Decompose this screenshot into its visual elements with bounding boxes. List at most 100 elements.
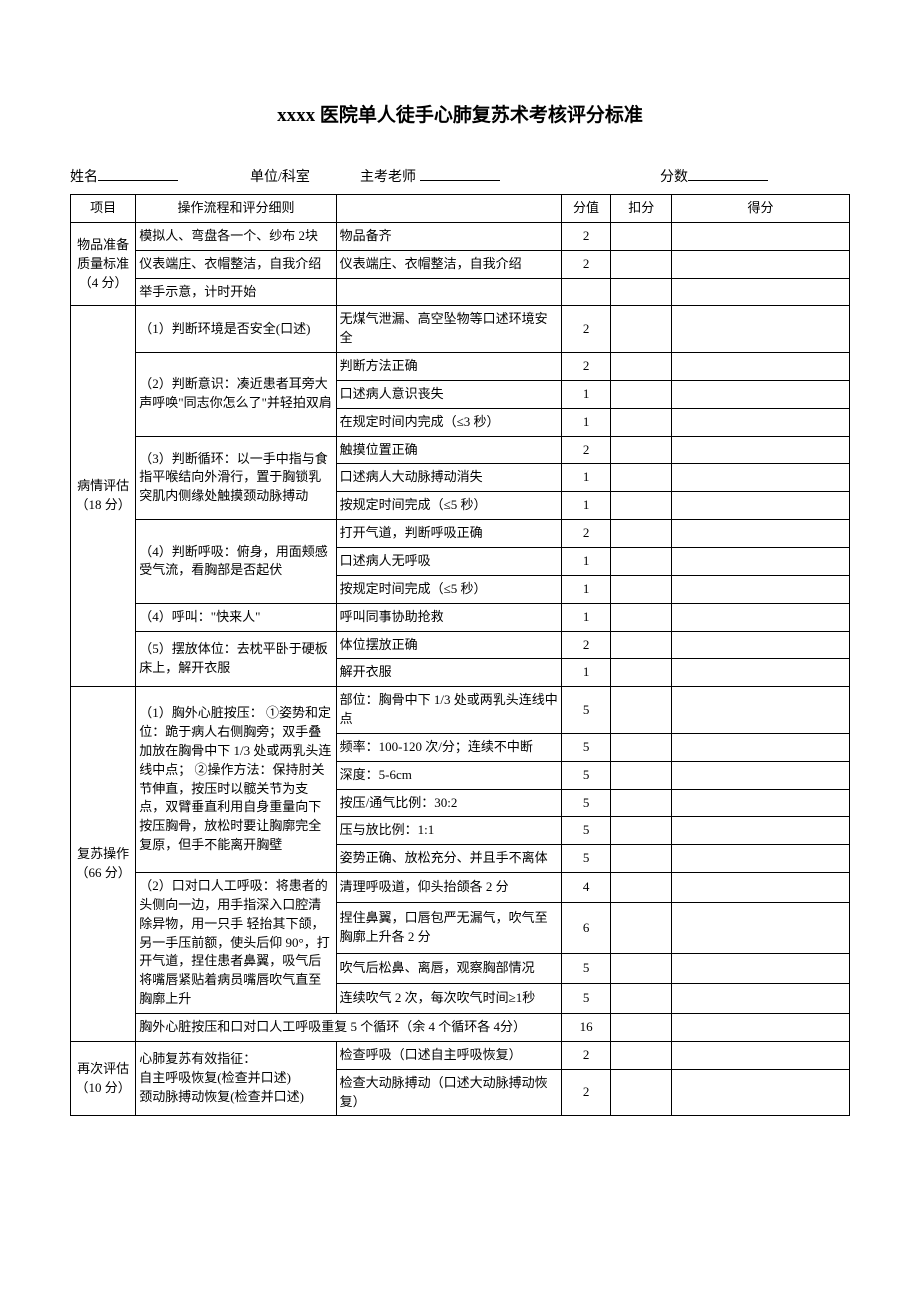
score-cell: 2 <box>561 1069 611 1116</box>
flow-cell: （4）判断呼吸：俯身，用面颊感受气流，看胸部是否起伏 <box>136 520 336 604</box>
detail-cell: 按压/通气比例：30:2 <box>336 789 561 817</box>
actual-cell <box>672 817 850 845</box>
actual-cell <box>672 436 850 464</box>
deduct-cell <box>611 436 672 464</box>
actual-cell <box>672 380 850 408</box>
actual-cell <box>672 575 850 603</box>
deduct-cell <box>611 492 672 520</box>
section-name: 再次评估（10 分） <box>71 1041 136 1116</box>
header-score: 分值 <box>561 195 611 223</box>
score-cell: 1 <box>561 464 611 492</box>
deduct-cell <box>611 631 672 659</box>
flow-cell: （4）呼叫："快来人" <box>136 603 336 631</box>
flow-cell: 胸外心脏按压和口对口人工呼吸重复 5 个循环（余 4 个循环各 4分） <box>136 1014 562 1042</box>
deduct-cell <box>611 222 672 250</box>
actual-cell <box>672 408 850 436</box>
detail-cell: 深度：5-6cm <box>336 761 561 789</box>
examiner-blank <box>420 165 500 181</box>
actual-cell <box>672 222 850 250</box>
actual-cell <box>672 250 850 278</box>
deduct-cell <box>611 408 672 436</box>
section-name: 病情评估（18 分） <box>71 306 136 687</box>
detail-cell: 体位摆放正确 <box>336 631 561 659</box>
detail-cell: 口述病人无呼吸 <box>336 547 561 575</box>
score-cell: 2 <box>561 1041 611 1069</box>
detail-cell: 吹气后松鼻、离唇，观察胸部情况 <box>336 953 561 983</box>
score-cell: 2 <box>561 631 611 659</box>
score-cell: 2 <box>561 306 611 353</box>
flow-cell: 心肺复苏有效指征： 自主呼吸恢复(检查并口述) 颈动脉搏动恢复(检查并口述) <box>136 1041 336 1116</box>
actual-cell <box>672 631 850 659</box>
name-blank <box>98 165 178 181</box>
score-cell: 1 <box>561 547 611 575</box>
deduct-cell <box>611 464 672 492</box>
deduct-cell <box>611 983 672 1013</box>
actual-cell <box>672 520 850 548</box>
detail-cell: 解开衣服 <box>336 659 561 687</box>
actual-cell <box>672 1041 850 1069</box>
flow-cell: 举手示意，计时开始 <box>136 278 336 306</box>
score-cell: 1 <box>561 575 611 603</box>
actual-cell <box>672 659 850 687</box>
score-cell: 1 <box>561 492 611 520</box>
deduct-cell <box>611 1069 672 1116</box>
unit-label: 单位/科室 <box>250 166 310 186</box>
deduct-cell <box>611 547 672 575</box>
detail-cell: 姿势正确、放松充分、并且手不离体 <box>336 845 561 873</box>
score-cell <box>561 278 611 306</box>
deduct-cell <box>611 817 672 845</box>
detail-cell: 检查大动脉搏动（口述大动脉搏动恢复） <box>336 1069 561 1116</box>
actual-cell <box>672 278 850 306</box>
form-header: 姓名 单位/科室 主考老师 分数 <box>70 155 850 186</box>
flow-cell: （1）胸外心脏按压： ①姿势和定位：跪于病人右侧胸旁；双手叠加放在胸骨中下 1/… <box>136 687 336 873</box>
detail-cell: 清理呼吸道，仰头抬颌各 2 分 <box>336 873 561 903</box>
deduct-cell <box>611 353 672 381</box>
deduct-cell <box>611 903 672 954</box>
actual-cell <box>672 547 850 575</box>
detail-cell: 口述病人意识丧失 <box>336 380 561 408</box>
table-row: 胸外心脏按压和口对口人工呼吸重复 5 个循环（余 4 个循环各 4分）16 <box>71 1014 850 1042</box>
deduct-cell <box>611 603 672 631</box>
deduct-cell <box>611 789 672 817</box>
deduct-cell <box>611 953 672 983</box>
detail-cell: 判断方法正确 <box>336 353 561 381</box>
actual-cell <box>672 953 850 983</box>
score-cell: 16 <box>561 1014 611 1042</box>
actual-cell <box>672 1069 850 1116</box>
table-row: （2）判断意识：凑近患者耳旁大声呼唤"同志你怎么了"并轻拍双肩判断方法正确2 <box>71 353 850 381</box>
actual-cell <box>672 983 850 1013</box>
actual-cell <box>672 789 850 817</box>
actual-cell <box>672 687 850 734</box>
detail-cell: 仪表端庄、衣帽整洁，自我介绍 <box>336 250 561 278</box>
detail-cell: 按规定时间完成（≤5 秒） <box>336 575 561 603</box>
actual-cell <box>672 492 850 520</box>
score-blank <box>688 165 768 181</box>
actual-cell <box>672 464 850 492</box>
detail-cell: 触摸位置正确 <box>336 436 561 464</box>
deduct-cell <box>611 733 672 761</box>
section-name: 复苏操作（66 分） <box>71 687 136 1042</box>
header-flow: 操作流程和评分细则 <box>136 195 336 223</box>
score-cell: 2 <box>561 520 611 548</box>
deduct-cell <box>611 575 672 603</box>
table-row: 复苏操作（66 分）（1）胸外心脏按压： ①姿势和定位：跪于病人右侧胸旁；双手叠… <box>71 687 850 734</box>
actual-cell <box>672 353 850 381</box>
detail-cell: 口述病人大动脉搏动消失 <box>336 464 561 492</box>
actual-cell <box>672 873 850 903</box>
actual-cell <box>672 1014 850 1042</box>
detail-cell: 打开气道，判断呼吸正确 <box>336 520 561 548</box>
score-cell: 5 <box>561 953 611 983</box>
header-actual: 得分 <box>672 195 850 223</box>
name-label: 姓名 <box>70 166 98 186</box>
actual-cell <box>672 761 850 789</box>
flow-cell: （2）口对口人工呼吸：将患者的头侧向一边，用手指深入口腔清除异物，用一只手 轻抬… <box>136 873 336 1014</box>
deduct-cell <box>611 520 672 548</box>
detail-cell: 按规定时间完成（≤5 秒） <box>336 492 561 520</box>
actual-cell <box>672 903 850 954</box>
detail-cell: 频率：100-120 次/分；连续不中断 <box>336 733 561 761</box>
flow-cell: （5）摆放体位：去枕平卧于硬板床上，解开衣服 <box>136 631 336 687</box>
score-cell: 1 <box>561 380 611 408</box>
page-title: xxxx 医院单人徒手心肺复苏术考核评分标准 <box>70 100 850 127</box>
detail-cell: 连续吹气 2 次，每次吹气时间≥1秒 <box>336 983 561 1013</box>
table-row: （4）判断呼吸：俯身，用面颊感受气流，看胸部是否起伏打开气道，判断呼吸正确2 <box>71 520 850 548</box>
